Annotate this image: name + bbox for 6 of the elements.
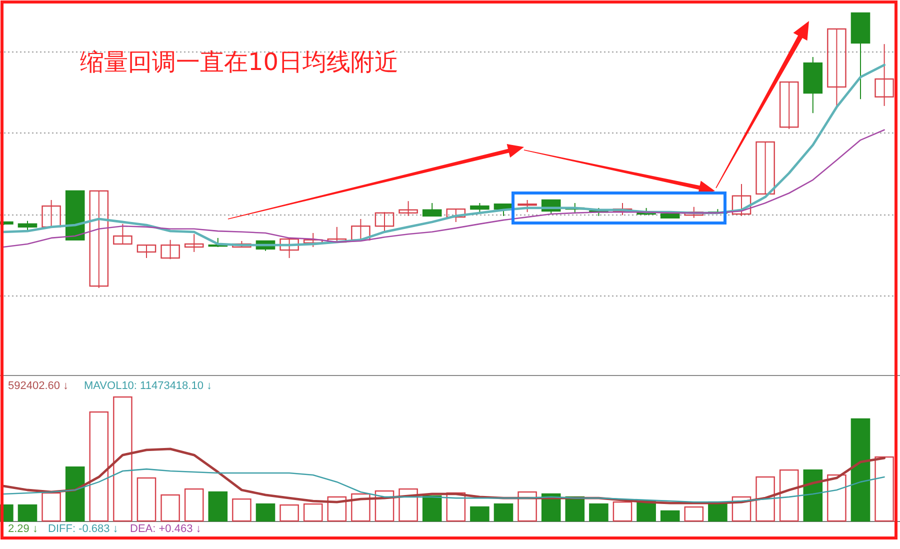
text: MAVOL10: 11473418.10 ↓ <box>84 380 212 392</box>
text: 缩量回调一直在10日均线附近 <box>80 48 399 76</box>
text: DIFF: -0.683 ↓ <box>48 523 118 535</box>
text: DEA: +0.463 ↓ <box>130 523 202 535</box>
text: 2.29 ↓ <box>8 523 38 535</box>
text: 592402.60 ↓ <box>8 380 69 392</box>
